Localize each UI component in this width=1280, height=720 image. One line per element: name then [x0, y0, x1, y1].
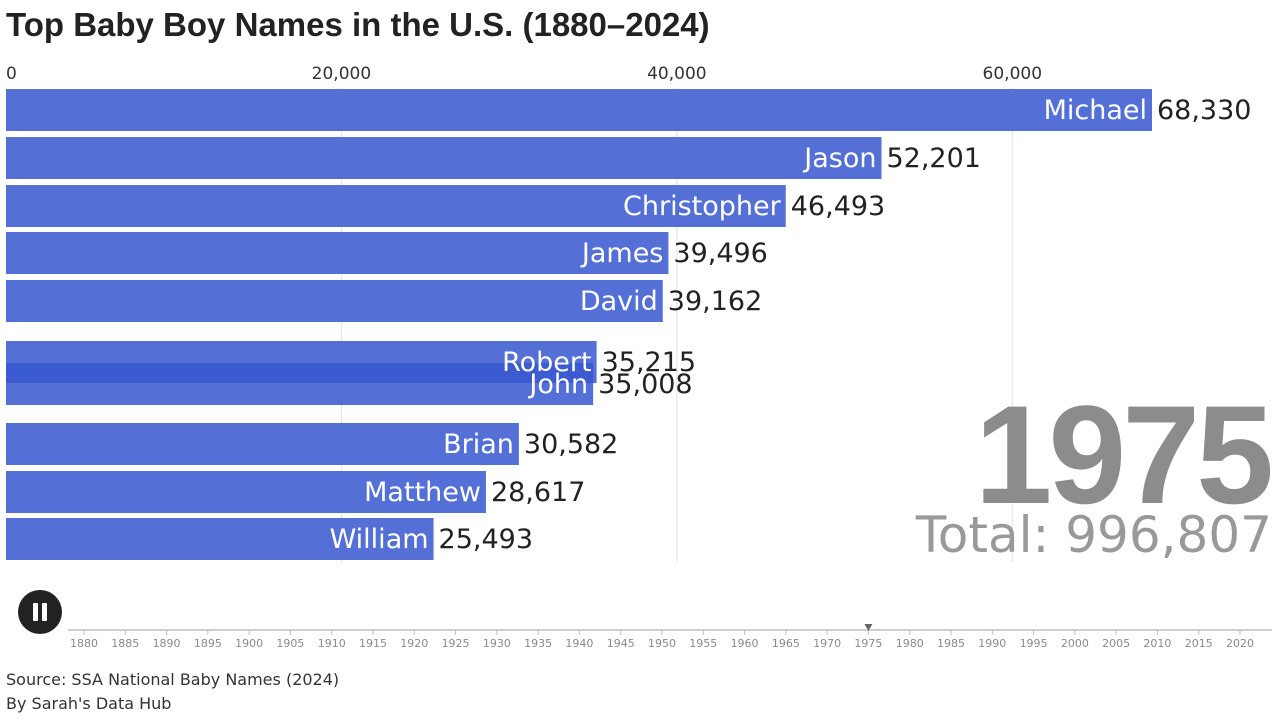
bar-value-label: 30,582: [524, 429, 618, 460]
bar: [6, 471, 486, 513]
bar: [6, 232, 669, 274]
bar-category-label: Brian: [443, 429, 514, 460]
bar-value-label: 35,215: [602, 347, 696, 378]
timeline-year-label: 1905: [276, 637, 304, 650]
pause-icon: [18, 590, 62, 634]
timeline-year-label: 1940: [565, 637, 593, 650]
timeline-year-label: 1990: [978, 637, 1006, 650]
timeline-year-label: 1930: [483, 637, 511, 650]
bar: [6, 137, 882, 179]
timeline-year-label: 2015: [1185, 637, 1213, 650]
bar-overlap: [6, 363, 594, 383]
timeline-year-label: 1970: [813, 637, 841, 650]
current-year-label: 1975: [974, 376, 1274, 533]
timeline-year-label: 1980: [896, 637, 924, 650]
bar-category-label: Matthew: [364, 477, 481, 508]
timeline-year-label: 2020: [1226, 637, 1254, 650]
bar-value-label: 52,201: [886, 143, 980, 174]
bar-value-label: 39,162: [668, 286, 762, 317]
timeline-year-label: 1885: [111, 637, 139, 650]
bar: [6, 185, 786, 227]
bar-category-label: Robert: [502, 347, 592, 378]
bar-category-label: James: [580, 238, 664, 269]
timeline-year-label: 1895: [194, 637, 222, 650]
timeline-year-label: 1910: [318, 637, 346, 650]
x-tick-label: 40,000: [647, 64, 706, 84]
timeline-year-label: 1965: [772, 637, 800, 650]
bar-value-label: 46,493: [791, 191, 885, 222]
timeline-year-label: 1950: [648, 637, 676, 650]
bar: [6, 423, 519, 465]
bar-value-label: 28,617: [491, 477, 585, 508]
bar-category-label: David: [580, 286, 658, 317]
timeline-marker[interactable]: [864, 624, 873, 631]
bar-category-label: Jason: [802, 143, 876, 174]
source-note: Source: SSA National Baby Names (2024): [6, 670, 340, 689]
chart-title: Top Baby Boy Names in the U.S. (1880–202…: [6, 6, 710, 43]
timeline-year-label: 1890: [153, 637, 181, 650]
x-tick-label: 20,000: [312, 64, 371, 84]
bar: [6, 518, 434, 560]
timeline-year-label: 1975: [854, 637, 882, 650]
timeline-year-label: 2000: [1061, 637, 1089, 650]
timeline-year-label: 1880: [70, 637, 98, 650]
bar-value-label: 35,008: [598, 369, 692, 400]
timeline-year-label: 1900: [235, 637, 263, 650]
timeline-year-label: 1925: [442, 637, 470, 650]
total-count-label: Total: 996,807: [915, 506, 1272, 564]
timeline-year-label: 1960: [731, 637, 759, 650]
timeline-year-label: 1915: [359, 637, 387, 650]
bar-value-label: 25,493: [439, 524, 533, 555]
credit-note: By Sarah's Data Hub: [6, 694, 172, 713]
bar: [6, 89, 1152, 131]
x-tick-label: 0: [6, 64, 17, 84]
timeline-year-label: 1920: [400, 637, 428, 650]
timeline-year-label: 1955: [689, 637, 717, 650]
bar-category-label: William: [330, 524, 429, 555]
timeline-year-label: 1935: [524, 637, 552, 650]
timeline-year-label: 1995: [1020, 637, 1048, 650]
bar-category-label: John: [527, 369, 588, 400]
timeline-year-label: 1945: [607, 637, 635, 650]
bar-value-label: 39,496: [673, 238, 767, 269]
bar: [6, 280, 663, 322]
x-tick-label: 60,000: [983, 64, 1042, 84]
timeline-year-label: 1985: [937, 637, 965, 650]
timeline-year-label: 2010: [1143, 637, 1171, 650]
bar-category-label: Michael: [1044, 95, 1147, 126]
bar-value-label: 68,330: [1157, 95, 1251, 126]
bar-category-label: Christopher: [623, 191, 782, 222]
timeline-year-label: 2005: [1102, 637, 1130, 650]
pause-button[interactable]: [18, 590, 62, 634]
